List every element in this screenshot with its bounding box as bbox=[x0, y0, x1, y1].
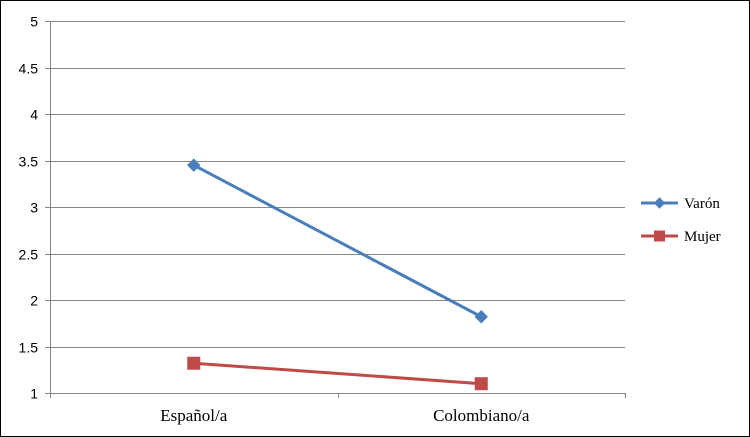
legend-item-mujer: Mujer bbox=[641, 229, 721, 245]
legend-item-var-n: Varón bbox=[641, 196, 720, 212]
y-tick-label: 4.5 bbox=[19, 61, 39, 77]
x-category-label: Colombiano/a bbox=[433, 406, 530, 425]
series-line-mujer bbox=[193, 361, 482, 386]
y-tick-label: 1.5 bbox=[19, 340, 39, 356]
y-tick-label: 3.5 bbox=[19, 154, 39, 170]
legend-marker-mujer bbox=[654, 230, 665, 242]
legend-marker-var-n bbox=[653, 197, 666, 209]
data-point-mujer bbox=[187, 356, 201, 370]
series-line-var-n bbox=[193, 163, 482, 319]
legend-label-mujer: Mujer bbox=[684, 229, 721, 245]
data-point-var-n bbox=[187, 158, 201, 172]
data-point-var-n bbox=[474, 310, 488, 324]
y-tick-label: 2 bbox=[30, 293, 38, 309]
y-tick-label: 4 bbox=[30, 107, 38, 123]
legend-label-var-n: Varón bbox=[684, 196, 720, 212]
y-tick-label: 2.5 bbox=[19, 247, 39, 263]
series-layer bbox=[187, 158, 488, 391]
series-mujer bbox=[187, 356, 488, 391]
axis-layer: 1 1.5 2 2.5 3 3.5 4 4.5 5 Español/a Colombiano/a bbox=[19, 14, 626, 425]
y-tick-label: 1 bbox=[30, 386, 38, 402]
y-tick-label: 3 bbox=[30, 200, 38, 216]
grid-layer bbox=[50, 21, 625, 348]
y-tick-label: 5 bbox=[30, 14, 38, 30]
x-category-label: Español/a bbox=[160, 406, 227, 425]
series-var-n bbox=[187, 158, 488, 324]
data-point-mujer bbox=[474, 377, 488, 391]
legend: Varón Mujer bbox=[641, 196, 721, 245]
